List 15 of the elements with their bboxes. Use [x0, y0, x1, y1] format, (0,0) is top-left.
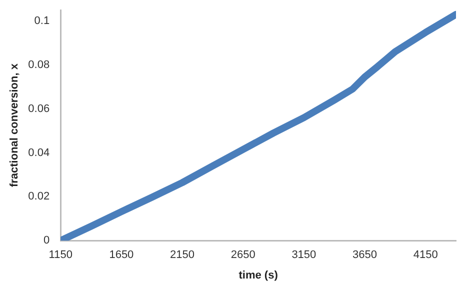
- x-tick-label: 1650: [109, 249, 134, 262]
- y-tick-label: 0.1: [34, 15, 50, 28]
- y-tick-label: 0.06: [28, 102, 50, 115]
- x-axis-title: time (s): [238, 269, 278, 282]
- x-tick-label: 3650: [352, 249, 377, 262]
- x-tick-label: 2650: [230, 249, 256, 262]
- x-tick-label: 1150: [48, 249, 72, 262]
- x-tick-label: 3150: [292, 249, 316, 262]
- y-tick-label: 0: [43, 234, 50, 247]
- x-tick-label: 2150: [170, 249, 195, 262]
- y-tick-label: 0.04: [28, 146, 50, 159]
- x-tick-label: 4150: [413, 249, 438, 262]
- y-axis-title: fractional conversion, x: [8, 62, 21, 188]
- y-tick-label: 0.08: [28, 58, 50, 71]
- y-tick-label: 0.02: [28, 190, 50, 203]
